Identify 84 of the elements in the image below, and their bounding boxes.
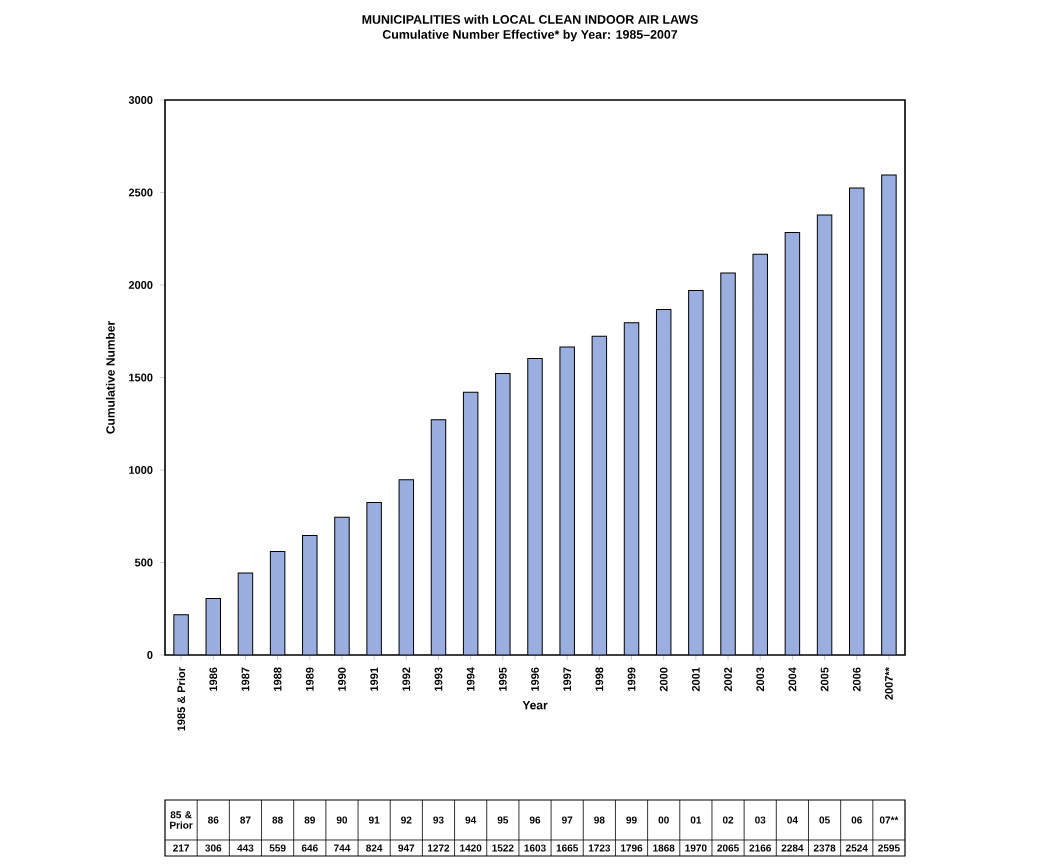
chart-title: MUNICIPALITIES with LOCAL CLEAN INDOOR AIR LAWS xyxy=(362,14,698,24)
text: 04 xyxy=(787,816,798,824)
x-tick-label: 1996 xyxy=(531,667,539,691)
bar xyxy=(334,516,350,655)
text: 92 xyxy=(401,816,412,824)
text: 05 xyxy=(819,816,830,824)
text: 88 xyxy=(272,816,283,824)
text: 07** xyxy=(879,816,899,824)
x-tick-label: 1989 xyxy=(305,667,314,691)
data-label: 559 xyxy=(269,844,286,852)
data-label: 2524 xyxy=(845,844,868,852)
data-label: 2065 xyxy=(717,844,739,852)
bar xyxy=(527,357,543,655)
text: 03 xyxy=(755,816,766,824)
y-tick-label: 3000 xyxy=(128,96,153,104)
text: 97 xyxy=(561,816,573,824)
x-tick-label: 1999 xyxy=(627,667,636,691)
x-tick-label: 1986 xyxy=(209,667,218,691)
text: 98 xyxy=(594,816,605,824)
data-label: 1420 xyxy=(460,844,482,852)
y-tick-label: 2000 xyxy=(128,281,153,289)
x-tick-label: 1998 xyxy=(595,667,604,691)
chart-subtitle: Cumulative Number Effective* by Year: 1985–2007 xyxy=(382,29,678,42)
data-label: 1970 xyxy=(685,844,707,852)
y-tick-label: 1000 xyxy=(129,466,153,474)
text: 94 xyxy=(465,816,477,824)
text: 90 xyxy=(336,816,348,824)
text: 85 & Prior xyxy=(170,811,193,829)
bar xyxy=(881,174,897,655)
data-label: 1868 xyxy=(653,844,675,852)
data-label: 306 xyxy=(205,844,222,852)
data-label: 1723 xyxy=(588,844,611,852)
y-tick-label: 1500 xyxy=(129,373,153,382)
bar xyxy=(720,272,736,655)
data-label: 1796 xyxy=(621,844,643,852)
text: 91 xyxy=(368,816,380,824)
data-label: 1603 xyxy=(524,844,546,852)
text: 02 xyxy=(722,816,734,824)
text: 01 xyxy=(690,816,702,824)
data-label: 2166 xyxy=(749,844,771,852)
data-label: 744 xyxy=(334,844,351,852)
x-tick-label: 1987 xyxy=(241,667,250,691)
x-tick-label: 1993 xyxy=(434,667,443,691)
x-tick-label: 2006 xyxy=(852,667,861,692)
x-tick-label: 1988 xyxy=(273,667,282,691)
data-label: 443 xyxy=(237,844,254,852)
text: 00 xyxy=(658,816,669,824)
text: 99 xyxy=(626,816,637,824)
text: 89 xyxy=(304,816,315,824)
data-label: 1272 xyxy=(427,844,450,852)
data-label: 1665 xyxy=(556,844,579,852)
x-tick-label: 1991 xyxy=(370,667,379,691)
text: 06 xyxy=(851,816,862,824)
data-label: 824 xyxy=(366,844,383,852)
x-tick-label: 2001 xyxy=(691,667,700,692)
data-label: 947 xyxy=(398,844,415,852)
x-tick-label: 2007** xyxy=(885,667,893,700)
x-tick-label: 2003 xyxy=(756,667,765,692)
data-label: 2378 xyxy=(813,844,836,852)
y-tick-label: 2500 xyxy=(128,188,153,197)
text: 93 xyxy=(433,816,444,824)
x-tick-label: 1992 xyxy=(402,667,411,691)
x-tick-label: 2002 xyxy=(724,667,732,692)
y-tick-label: 500 xyxy=(134,558,153,567)
data-label: 2595 xyxy=(878,844,900,852)
data-label: 2284 xyxy=(781,844,804,852)
text: 87 xyxy=(240,816,251,824)
text: 86 xyxy=(208,816,219,824)
data-label: 217 xyxy=(173,844,189,852)
x-tick-label: 1990 xyxy=(338,667,346,691)
x-tick-label: 1985 & Prior xyxy=(177,667,186,731)
y-axis-title: Cumulative Number xyxy=(105,321,115,434)
x-tick-label: 2000 xyxy=(659,667,668,692)
x-tick-label: 2004 xyxy=(788,667,797,692)
data-label: 1522 xyxy=(492,844,514,852)
text: 95 xyxy=(497,816,509,824)
x-axis-title: Year xyxy=(522,701,548,710)
x-tick-label: 2005 xyxy=(820,667,829,692)
y-tick-label: 0 xyxy=(147,651,153,659)
x-tick-label: 1995 xyxy=(498,667,507,691)
x-tick-label: 1997 xyxy=(563,667,572,691)
text: 96 xyxy=(529,816,541,824)
x-tick-label: 1994 xyxy=(466,667,475,691)
data-label: 646 xyxy=(301,844,318,852)
